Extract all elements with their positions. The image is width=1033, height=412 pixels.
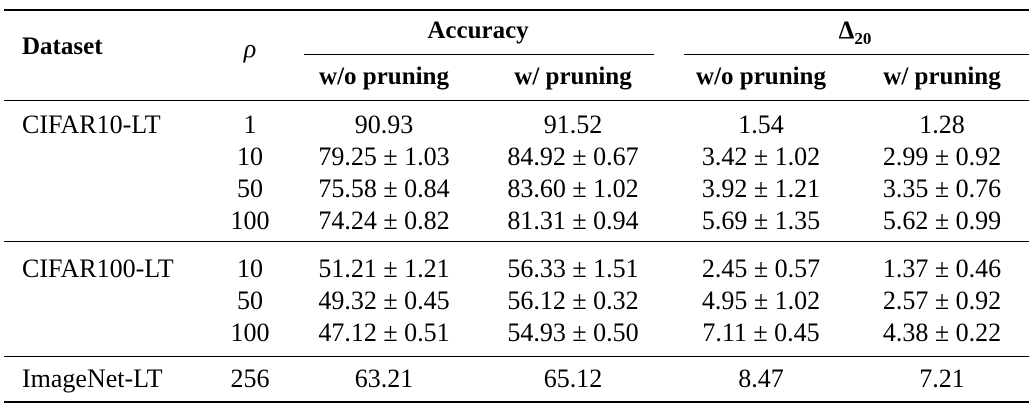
accuracy-cmidrule [304,54,654,55]
acc-w-cell: 91.52 [543,110,603,139]
acc-wo-cell: 49.32 ± 0.45 [318,286,450,315]
rho-cell: 1 [243,110,257,139]
delta-w-cell: 1.28 [919,110,965,139]
acc-wo-cell: 75.58 ± 0.84 [318,174,450,203]
top-rule [4,9,1029,11]
acc-w-cell: 84.92 ± 0.67 [507,142,639,171]
delta-wo-cell: 5.69 ± 1.35 [701,206,821,235]
delta-w-cell: 2.57 ± 0.92 [882,286,1002,315]
delta-w-cell: 7.21 [919,364,965,393]
header-accuracy: Accuracy [427,17,529,44]
header-acc-w-pruning: w/ pruning [514,63,632,90]
delta-wo-cell: 2.45 ± 0.57 [701,254,821,283]
delta-symbol: Δ [838,17,855,44]
header-delta-w-pruning: w/ pruning [883,63,1001,90]
header-delta: Δ20 [839,16,872,48]
delta-cmidrule [684,54,1029,55]
acc-w-cell: 65.12 [543,364,603,393]
dataset-label: ImageNet-LT [22,364,163,393]
rho-cell: 10 [237,142,263,171]
dataset-label: CIFAR100-LT [22,254,174,283]
acc-w-cell: 54.93 ± 0.50 [507,318,639,347]
header-acc-wo-pruning: w/o pruning [319,63,449,90]
acc-wo-cell: 79.25 ± 1.03 [318,142,450,171]
delta-wo-cell: 8.47 [738,364,784,393]
delta-subscript: 20 [854,29,872,48]
acc-wo-cell: 90.93 [354,110,414,139]
rho-cell: 256 [230,364,270,393]
delta-w-cell: 3.35 ± 0.76 [882,174,1002,203]
delta-wo-cell: 7.11 ± 0.45 [702,318,820,347]
acc-w-cell: 56.33 ± 1.51 [507,254,639,283]
dataset-label: CIFAR10-LT [22,110,161,139]
delta-wo-cell: 3.42 ± 1.02 [701,142,821,171]
delta-w-cell: 2.99 ± 0.92 [882,142,1002,171]
header-delta-wo-pruning: w/o pruning [696,63,826,90]
delta-wo-cell: 1.54 [738,110,784,139]
group-rule-2 [4,356,1029,357]
group-rule-1 [4,241,1029,242]
header-dataset: Dataset [22,33,103,60]
delta-w-cell: 1.37 ± 0.46 [882,254,1002,283]
delta-w-cell: 4.38 ± 0.22 [882,318,1002,347]
bottom-rule [4,401,1029,403]
acc-w-cell: 56.12 ± 0.32 [507,286,639,315]
acc-w-cell: 81.31 ± 0.94 [507,206,639,235]
acc-w-cell: 83.60 ± 1.02 [507,174,639,203]
acc-wo-cell: 63.21 [354,364,414,393]
rho-cell: 100 [230,206,270,235]
rho-cell: 50 [237,286,263,315]
rho-cell: 50 [237,174,263,203]
acc-wo-cell: 74.24 ± 0.82 [318,206,450,235]
acc-wo-cell: 47.12 ± 0.51 [318,318,450,347]
header-rho: ρ [243,34,257,63]
rho-cell: 10 [237,254,263,283]
rho-cell: 100 [230,318,270,347]
header-rule [4,100,1029,101]
delta-wo-cell: 4.95 ± 1.02 [701,286,821,315]
delta-w-cell: 5.62 ± 0.99 [882,206,1002,235]
delta-wo-cell: 3.92 ± 1.21 [701,174,821,203]
acc-wo-cell: 51.21 ± 1.21 [318,254,450,283]
